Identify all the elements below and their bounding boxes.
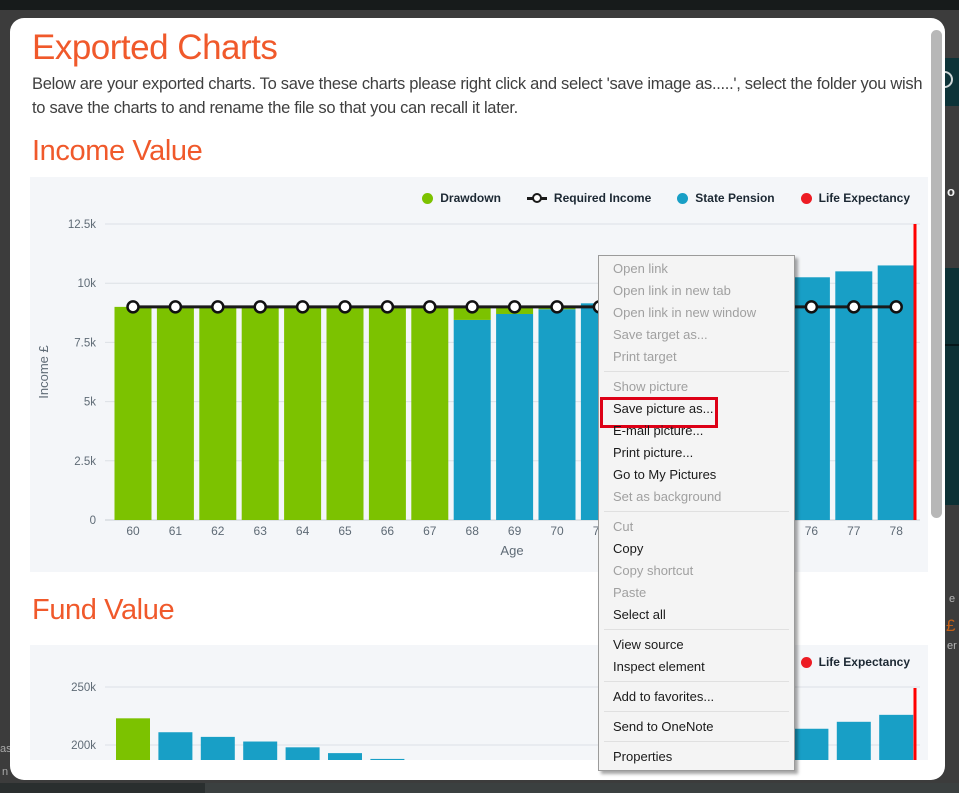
life-expectancy-dot-icon — [800, 192, 812, 204]
svg-text:60: 60 — [126, 524, 140, 538]
income-chart-legend: Drawdown Required Income State Pension Life… — [422, 191, 910, 205]
menu-item-set-as-background: Set as background — [613, 489, 722, 504]
background-text-fragment: e — [949, 593, 956, 605]
background-bottom-dark-segment — [0, 783, 205, 793]
svg-text:61: 61 — [169, 524, 183, 538]
legend-item-state-pension: State Pension — [677, 191, 775, 205]
life-expectancy-dot-icon — [800, 656, 812, 668]
menu-item-add-to-favorites[interactable]: Add to favorites... — [613, 689, 715, 704]
page-title: Exported Charts — [32, 28, 278, 67]
modal-scrollbar-thumb[interactable] — [931, 30, 942, 518]
menu-separator — [604, 741, 789, 742]
legend-item-life-expectancy: Life Expectancy — [800, 191, 910, 205]
drawdown-dot-icon — [422, 192, 434, 204]
legend-label: Required Income — [553, 191, 652, 205]
svg-text:12.5k: 12.5k — [68, 219, 96, 231]
background-text-fragment: £ — [946, 616, 956, 635]
legend-item-required-income: Required Income — [526, 191, 652, 205]
menu-item-e-mail-picture[interactable]: E-mail picture... — [613, 423, 704, 438]
svg-text:200k: 200k — [71, 740, 96, 752]
menu-item-go-to-my-pictures[interactable]: Go to My Pictures — [613, 467, 717, 482]
svg-text:77: 77 — [847, 524, 861, 538]
svg-text:64: 64 — [296, 524, 310, 538]
svg-text:10k: 10k — [77, 278, 96, 290]
menu-separator — [604, 629, 789, 630]
svg-text:62: 62 — [211, 524, 225, 538]
svg-text:69: 69 — [508, 524, 522, 538]
required-income-marker-icon — [526, 192, 547, 204]
svg-text:63: 63 — [254, 524, 268, 538]
menu-item-copy-shortcut: Copy shortcut — [613, 563, 694, 578]
menu-item-print-picture[interactable]: Print picture... — [613, 445, 694, 460]
background-text-fragment: er — [947, 640, 957, 652]
background-top-band — [0, 0, 959, 10]
modal-description: Below are your exported charts. To save … — [32, 75, 923, 117]
background-right-teal-band — [945, 268, 959, 505]
fund-chart-legend: Life Expectancy — [800, 655, 910, 669]
legend-label: Life Expectancy — [818, 655, 910, 669]
menu-item-view-source[interactable]: View source — [613, 637, 684, 652]
menu-item-paste: Paste — [613, 585, 647, 600]
menu-separator — [604, 371, 789, 372]
state-pension-dot-icon — [677, 192, 689, 204]
menu-item-open-link: Open link — [613, 261, 668, 276]
menu-separator — [604, 681, 789, 682]
partial-circle-icon — [945, 71, 953, 88]
menu-separator — [604, 711, 789, 712]
income-value-heading: Income Value — [32, 135, 203, 167]
fund-value-heading: Fund Value — [32, 594, 175, 626]
svg-text:65: 65 — [338, 524, 352, 538]
svg-text:70: 70 — [550, 524, 564, 538]
menu-separator — [604, 511, 789, 512]
background-text-fragment: n — [2, 766, 9, 778]
menu-item-save-picture-as[interactable]: Save picture as... — [599, 397, 794, 428]
svg-text:76: 76 — [805, 524, 819, 538]
svg-text:78: 78 — [890, 524, 904, 538]
legend-item-drawdown: Drawdown — [422, 191, 501, 205]
menu-item-show-picture: Show picture — [613, 379, 689, 394]
svg-text:0: 0 — [90, 515, 96, 527]
svg-text:5k: 5k — [84, 397, 96, 409]
background-right-teal-block — [945, 58, 959, 106]
legend-label: Drawdown — [440, 191, 501, 205]
background-divider — [945, 344, 959, 346]
background-bottom-band — [0, 783, 959, 793]
menu-item-select-all[interactable]: Select all — [613, 607, 666, 622]
svg-text:66: 66 — [381, 524, 395, 538]
menu-item-copy[interactable]: Copy — [613, 541, 644, 556]
legend-label: State Pension — [695, 191, 775, 205]
menu-item-inspect-element[interactable]: Inspect element — [613, 659, 705, 674]
menu-item-open-link-in-new-tab: Open link in new tab — [613, 283, 731, 298]
svg-text:67: 67 — [423, 524, 437, 538]
legend-label: Life Expectancy — [818, 191, 910, 205]
menu-item-cut: Cut — [613, 519, 634, 534]
svg-text:68: 68 — [466, 524, 480, 538]
svg-text:250k: 250k — [71, 682, 96, 694]
menu-item-send-to-onenote[interactable]: Send to OneNote — [613, 719, 714, 734]
menu-item-open-link-in-new-window: Open link in new window — [613, 305, 757, 320]
svg-text:7.5k: 7.5k — [74, 337, 96, 349]
legend-item-life-expectancy: Life Expectancy — [800, 655, 910, 669]
svg-text:2.5k: 2.5k — [74, 456, 96, 468]
context-menu: Open link Open link in new tab Open link i… — [598, 255, 795, 771]
svg-text:Income £: Income £ — [36, 344, 51, 398]
menu-item-save-target-as: Save target as... — [613, 327, 708, 342]
menu-item-properties[interactable]: Properties — [613, 749, 673, 764]
svg-text:Age: Age — [500, 543, 523, 558]
background-text-fragment: as — [0, 743, 12, 755]
menu-item-print-target: Print target — [613, 349, 677, 364]
exported-charts-modal: Exported Charts Below are your exported … — [10, 18, 945, 780]
background-text-fragment: o — [947, 184, 955, 199]
